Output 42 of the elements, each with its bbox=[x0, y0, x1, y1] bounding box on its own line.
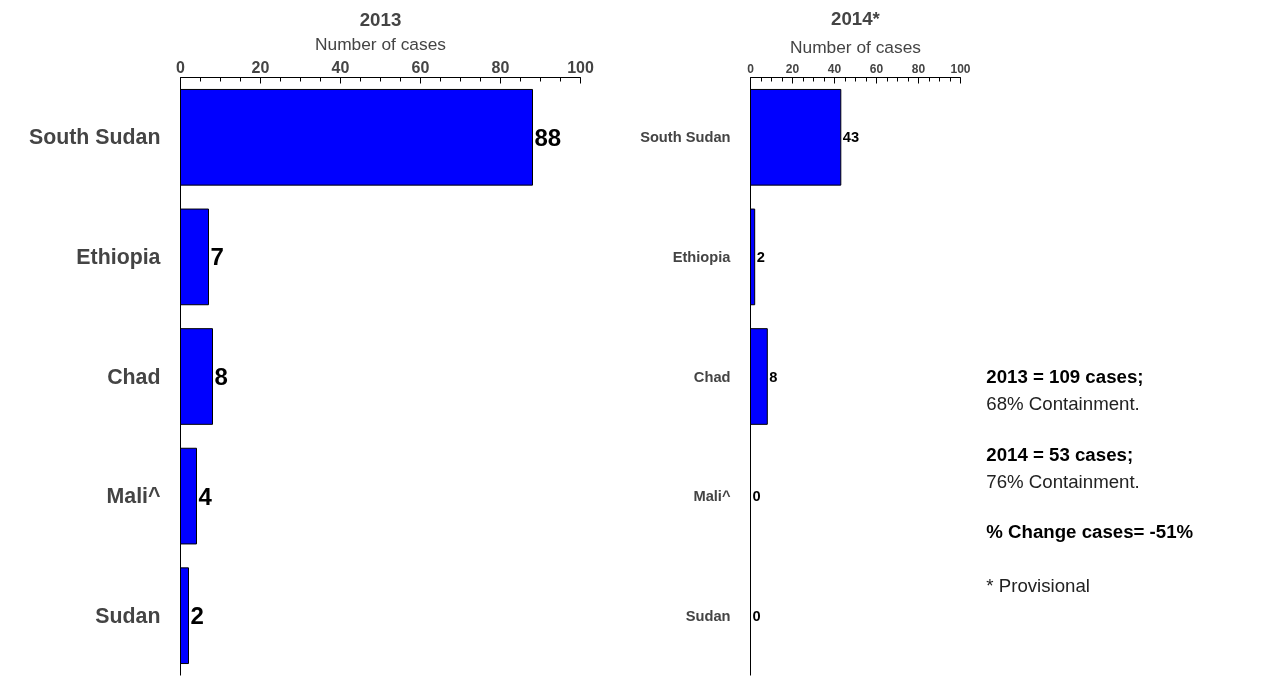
x-tick-label: 40 bbox=[827, 61, 842, 76]
x-axis-title: Number of cases bbox=[315, 33, 447, 54]
x-tick-label: 0 bbox=[747, 61, 755, 76]
text: % Change cases= -51% bbox=[986, 521, 1194, 543]
x-tick-label: 100 bbox=[567, 58, 594, 76]
data-label: 4 bbox=[198, 482, 213, 510]
data-label: 7 bbox=[210, 243, 224, 271]
y-tick-label: Ethiopia bbox=[672, 248, 732, 265]
y-tick-label: Mali^ bbox=[693, 488, 731, 505]
data-label: 2 bbox=[190, 602, 204, 630]
chart-title: 2013 bbox=[359, 8, 402, 30]
chart-title: 2014* bbox=[831, 7, 881, 29]
y-tick-label: Sudan bbox=[95, 603, 161, 628]
text: 2013 = 109 cases; bbox=[986, 366, 1144, 387]
y-tick-label: Ethiopia bbox=[76, 244, 161, 269]
data-label: 0 bbox=[752, 607, 761, 624]
x-tick-label: 20 bbox=[785, 61, 800, 76]
y-tick-label: Mali^ bbox=[106, 484, 161, 509]
y-tick-label: Sudan bbox=[685, 607, 731, 624]
y-tick-label: South Sudan bbox=[640, 129, 731, 146]
y-tick-label: Chad bbox=[107, 364, 161, 389]
x-tick-label: 0 bbox=[176, 58, 186, 76]
data-label: 2 bbox=[756, 248, 765, 265]
text: * Provisional bbox=[986, 575, 1090, 597]
text: 2014 = 53 cases; bbox=[986, 443, 1134, 465]
data-label: 0 bbox=[752, 488, 761, 505]
text: 68% Containment. bbox=[986, 392, 1140, 414]
x-tick-label: 60 bbox=[869, 61, 884, 76]
x-tick-label: 40 bbox=[331, 58, 350, 76]
x-tick-label: 100 bbox=[950, 61, 971, 76]
y-tick-label: Chad bbox=[693, 368, 731, 385]
data-label: 8 bbox=[769, 368, 778, 385]
x-tick-label: 20 bbox=[251, 58, 270, 76]
x-tick-label: 60 bbox=[411, 58, 430, 76]
x-tick-label: 80 bbox=[491, 58, 510, 76]
x-axis-title: Number of cases bbox=[790, 36, 922, 57]
data-label: 43 bbox=[842, 129, 860, 146]
text: 76% Containment. bbox=[986, 470, 1140, 492]
x-tick-label: 80 bbox=[911, 61, 926, 76]
y-tick-label: South Sudan bbox=[28, 125, 161, 150]
data-label: 8 bbox=[214, 363, 228, 390]
data-label: 88 bbox=[534, 123, 562, 151]
